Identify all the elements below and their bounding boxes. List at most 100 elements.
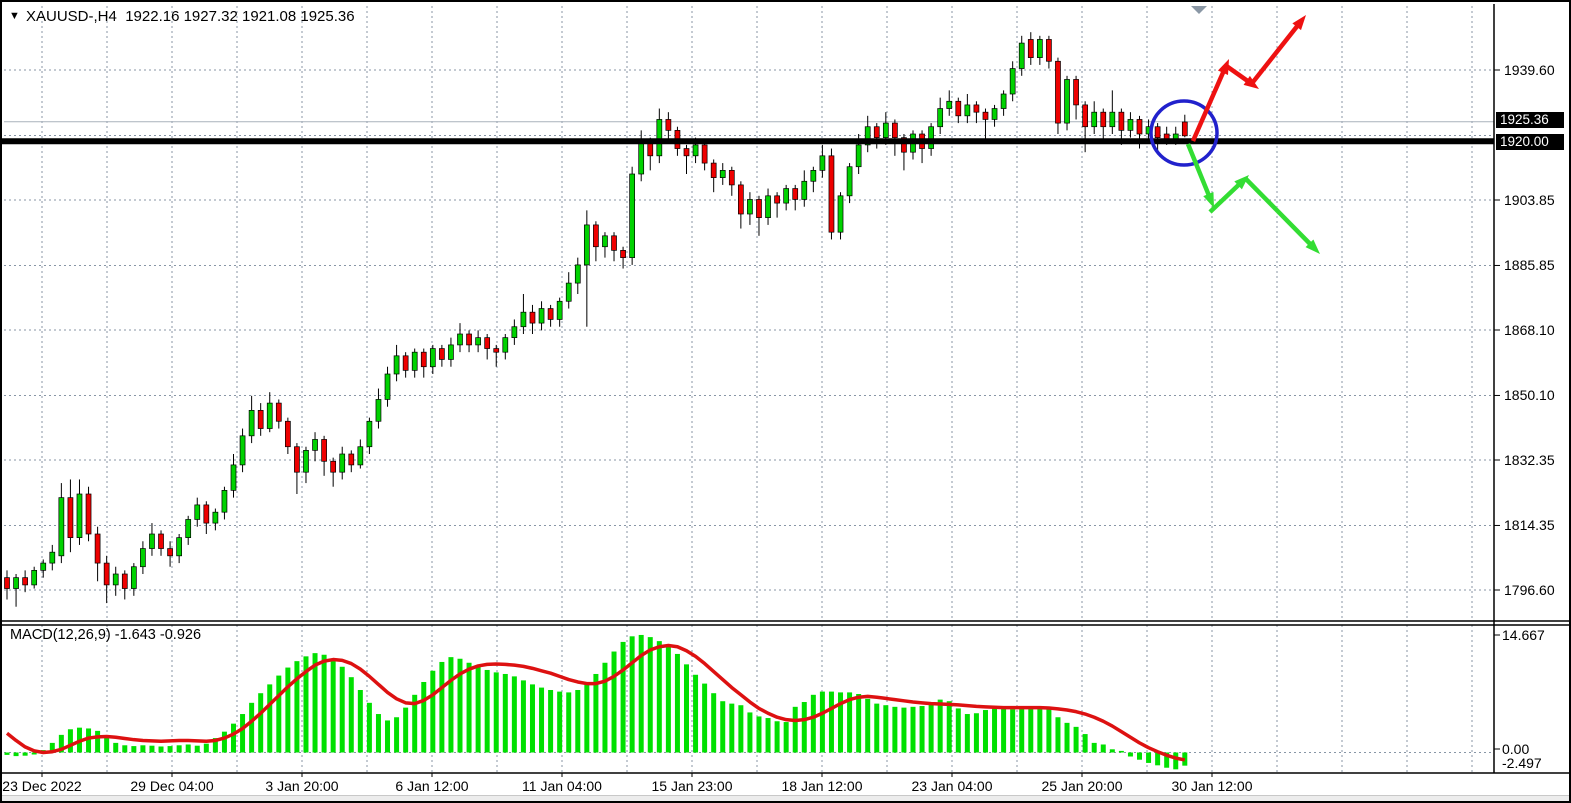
bull-candle: [747, 199, 753, 215]
macd-histogram-bar: [1082, 734, 1088, 753]
macd-histogram-bar: [95, 730, 101, 753]
bull-candle: [248, 410, 255, 437]
macd-histogram-bar: [366, 702, 372, 753]
bullish-scenario-arrow[interactable]: [1190, 69, 1226, 142]
bear-candle: [167, 548, 173, 557]
window-bottom-strip: [2, 795, 1569, 801]
highlight-circle-annotation[interactable]: [1149, 99, 1219, 167]
bull-candle: [1018, 42, 1025, 69]
bull-candle: [384, 373, 391, 400]
chart-shift-marker-icon[interactable]: [1191, 6, 1207, 14]
bull-candle: [583, 224, 590, 266]
macd-histogram-bar: [747, 712, 753, 753]
bearish-scenario-arrow[interactable]: [1243, 176, 1313, 247]
macd-histogram-bar: [13, 752, 19, 757]
time-tick-label: 11 Jan 04:00: [522, 778, 602, 794]
bullish-scenario-arrow[interactable]: [1251, 23, 1300, 84]
price-tick-label: 1903.85: [1504, 192, 1555, 208]
macd-histogram-bar: [801, 702, 807, 753]
macd-histogram-bar: [720, 701, 726, 753]
macd-histogram-bar: [1173, 752, 1179, 770]
macd-histogram-bar: [22, 752, 28, 756]
macd-histogram-bar: [466, 662, 472, 753]
macd-histogram-bar: [783, 722, 789, 753]
bear-candle: [738, 184, 744, 215]
bull-candle: [366, 420, 373, 448]
bull-candle: [176, 537, 182, 557]
macd-histogram-bar: [620, 641, 626, 753]
macd-histogram-bar: [520, 680, 526, 753]
bearish-scenario-arrow[interactable]: [1185, 143, 1212, 197]
bear-candle: [121, 573, 128, 589]
macd-histogram-bar: [1137, 752, 1142, 760]
macd-histogram-bar: [484, 669, 490, 753]
macd-histogram-bar: [629, 636, 635, 753]
macd-histogram-bar: [557, 691, 563, 753]
macd-histogram-bar: [756, 716, 762, 753]
bull-candle: [448, 344, 454, 360]
macd-histogram-bar: [702, 683, 708, 753]
bull-candle: [556, 300, 563, 320]
macd-histogram-bar: [1064, 722, 1070, 753]
macd-histogram-bar: [339, 666, 345, 753]
macd-histogram-bar: [4, 752, 10, 755]
macd-histogram-bar: [847, 692, 853, 753]
macd-histogram-bar: [647, 637, 653, 753]
bull-candle: [212, 511, 219, 524]
bull-candle: [457, 333, 463, 346]
macd-histogram-bar: [149, 745, 155, 753]
bull-candle: [855, 144, 862, 168]
bull-candle: [49, 551, 56, 564]
bearish-scenario-arrow[interactable]: [1208, 182, 1242, 214]
price-tick-label: 1796.60: [1504, 582, 1555, 598]
macd-histogram-bar: [892, 706, 898, 753]
macd-histogram-bar: [221, 731, 227, 753]
macd-histogram-bar: [774, 721, 780, 753]
bear-candle: [275, 402, 282, 422]
time-tick-label: 23 Jan 04:00: [911, 778, 993, 794]
bear-candle: [901, 137, 907, 153]
macd-histogram-bar: [819, 691, 825, 753]
bear-candle: [321, 439, 327, 462]
macd-histogram-bar: [828, 691, 834, 753]
bull-candle: [946, 100, 953, 109]
bear-candle: [294, 446, 300, 473]
time-tick-label: 29 Dec 04:00: [130, 778, 214, 794]
bull-candle: [846, 166, 853, 197]
macd-histogram-bar: [1164, 752, 1170, 768]
macd-histogram-bar: [973, 713, 979, 753]
macd-histogram-bar: [357, 689, 363, 753]
bull-candle: [475, 337, 481, 346]
bull-candle: [1127, 119, 1134, 131]
macd-histogram-bar: [203, 743, 209, 753]
macd-histogram-bar: [810, 694, 816, 753]
bull-candle: [964, 104, 971, 117]
bull-candle: [1064, 79, 1070, 124]
bear-candle: [466, 333, 472, 346]
macd-histogram-bar: [937, 699, 943, 753]
bull-candle: [1109, 111, 1116, 128]
macd-histogram-bar: [421, 681, 427, 753]
bullish-scenario-arrow[interactable]: [1223, 63, 1250, 84]
time-tick-label: 25 Jan 20:00: [1041, 778, 1123, 794]
macd-histogram-bar: [104, 736, 110, 753]
bull-candle: [629, 173, 635, 258]
bear-candle: [529, 311, 536, 324]
macd-histogram-bar: [674, 653, 680, 753]
macd-histogram-bar: [1118, 750, 1124, 753]
macd-histogram-bar: [375, 714, 381, 753]
macd-histogram-bar: [321, 654, 327, 753]
bear-candle: [1073, 79, 1079, 106]
bull-candle: [312, 439, 318, 451]
bull-candle: [538, 308, 545, 324]
macd-histogram-bar: [566, 692, 572, 753]
macd-histogram-bar: [1109, 749, 1115, 753]
bear-candle: [203, 504, 210, 524]
bull-candle: [185, 519, 192, 538]
macd-histogram-bar: [312, 653, 318, 753]
bull-candle: [112, 573, 119, 586]
macd-histogram-bar: [529, 684, 535, 753]
bear-candle: [955, 100, 962, 117]
symbol-dropdown-caret-icon[interactable]: ▼: [9, 10, 20, 22]
